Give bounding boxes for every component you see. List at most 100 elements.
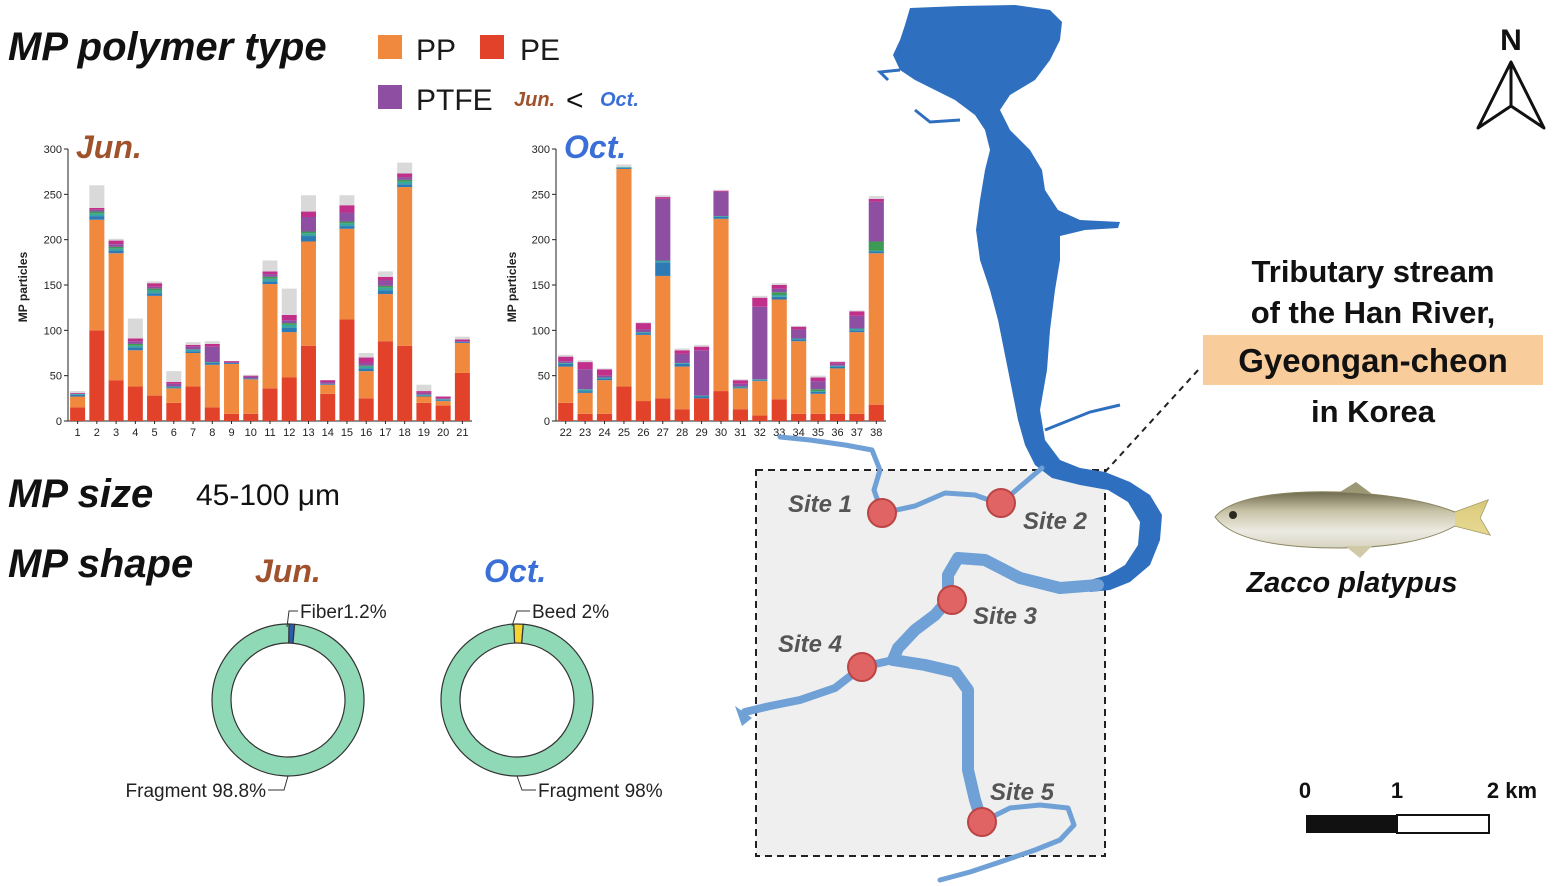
bar-segment-teal <box>577 389 593 392</box>
x-tick-label: 6 <box>171 427 177 439</box>
x-tick-label: 14 <box>322 427 334 439</box>
x-tick-label: 38 <box>870 427 882 439</box>
bar-segment-teal <box>397 181 413 185</box>
bar-segment-pe <box>204 407 220 421</box>
bar-segment-pe <box>358 398 374 421</box>
bar-segment-pp <box>89 219 105 331</box>
x-tick-label: 11 <box>264 427 275 439</box>
bar-segment-blue <box>771 296 787 300</box>
bar-segment-blue <box>596 378 613 381</box>
scale-label-2: 2 km <box>1487 778 1537 803</box>
north-arrow-icon: N <box>1476 24 1546 130</box>
site-label-3: Site 3 <box>973 603 1038 630</box>
bar-segment-pe <box>732 409 748 421</box>
bar-segment-gray <box>339 195 355 206</box>
donut-chart-jun <box>211 623 365 777</box>
bar-segment-green <box>300 231 316 234</box>
bar-segment-gray <box>655 195 671 198</box>
bar-segment-magenta <box>377 276 393 281</box>
tributary-mouth-west <box>735 706 752 726</box>
bar-segment-pp <box>849 332 865 414</box>
bar-segment-teal <box>377 287 393 291</box>
bar-segment-blue <box>435 400 451 402</box>
y-tick-label: 200 <box>44 235 62 247</box>
bar-segment-pe <box>674 409 690 421</box>
bar-segment-pp <box>616 168 632 387</box>
bar-segment-ptfe <box>397 177 413 180</box>
y-tick-label: 150 <box>44 280 62 292</box>
bar-segment-gray <box>70 391 86 393</box>
bar-segment-pe <box>397 345 413 421</box>
site-marker-2 <box>986 488 1016 518</box>
legend-label-ptfe: PTFE <box>416 84 493 117</box>
shape-heading: MP shape <box>8 542 193 586</box>
bar-segment-pe <box>558 402 574 421</box>
bar-segment-ptfe <box>577 369 593 390</box>
bar-segment-pp <box>791 341 807 414</box>
bar-segment-blue <box>655 262 671 276</box>
bar-segment-pp <box>635 334 651 402</box>
bar-segment-teal <box>127 345 143 348</box>
bar-segment-green <box>262 276 278 279</box>
x-tick-label: 13 <box>302 427 314 439</box>
bar-segment-pe <box>713 391 729 421</box>
legend-swatch-pp <box>378 35 402 59</box>
bar-segment-gray <box>416 384 432 392</box>
bar-segment-magenta <box>635 323 651 330</box>
bar-segment-gray <box>791 325 807 327</box>
bar-segment-teal <box>358 366 374 369</box>
bar-segment-teal <box>849 328 865 331</box>
bar-segment-blue <box>454 342 470 344</box>
bar-segment-magenta <box>339 205 355 213</box>
bar-segment-ptfe <box>147 286 163 289</box>
bar-segment-magenta <box>849 311 865 316</box>
bar-segment-green <box>771 292 787 295</box>
bar-segment-pe <box>791 413 807 421</box>
bar-segment-gray <box>771 283 787 285</box>
bar-segment-magenta <box>791 326 807 330</box>
site-label-5: Site 5 <box>990 779 1055 806</box>
bar-segment-pe <box>185 386 201 421</box>
bar-segment-pe <box>616 386 632 421</box>
bar-segment-magenta <box>694 346 710 351</box>
bar-segment-ptfe <box>300 217 316 232</box>
bar-segment-ptfe <box>849 315 865 329</box>
y-axis-label-jun: MP particles <box>16 251 30 322</box>
bar-segment-pp <box>147 295 163 396</box>
bar-segment-magenta <box>127 338 143 342</box>
bar-segment-pe <box>127 386 143 421</box>
x-tick-label: 26 <box>637 427 649 439</box>
bar-segment-pp <box>224 363 240 414</box>
bar-segment-teal <box>147 290 163 294</box>
bar-segment-magenta <box>262 271 278 275</box>
bar-segment-gray <box>558 354 574 357</box>
x-tick-label: 34 <box>793 427 805 439</box>
y-tick-label: 50 <box>538 371 550 383</box>
bar-segment-blue <box>243 378 259 380</box>
donut-jun-labels: Fiber1.2% Fragment 98.8% <box>126 602 387 802</box>
chart-title-oct: Oct. <box>564 129 626 165</box>
bar-segment-ptfe <box>320 382 336 384</box>
bar-segment-ptfe <box>558 361 574 363</box>
bar-segment-blue <box>849 330 865 333</box>
bar-segment-blue <box>70 394 86 397</box>
x-tick-label: 25 <box>618 427 630 439</box>
zacco-platypus-fish-icon: Zacco platypus <box>1214 482 1492 599</box>
bar-segment-magenta <box>224 361 240 363</box>
bar-segment-gray <box>635 322 651 324</box>
bar-segment-blue <box>300 236 316 242</box>
bar-segment-pe <box>577 413 593 421</box>
bar-segment-ptfe <box>243 376 259 379</box>
x-tick-label: 18 <box>399 427 411 439</box>
bar-segment-magenta <box>674 350 690 354</box>
bar-segment-pe <box>635 401 651 421</box>
bar-segment-magenta <box>320 380 336 383</box>
bar-segment-teal <box>810 391 826 392</box>
bar-segment-pe <box>454 372 470 421</box>
bar-segment-ptfe <box>635 329 651 333</box>
bar-segment-blue <box>89 216 105 220</box>
y-tick-label: 300 <box>44 144 62 156</box>
y-tick-label: 0 <box>544 416 550 428</box>
bar-segment-green <box>108 246 124 249</box>
